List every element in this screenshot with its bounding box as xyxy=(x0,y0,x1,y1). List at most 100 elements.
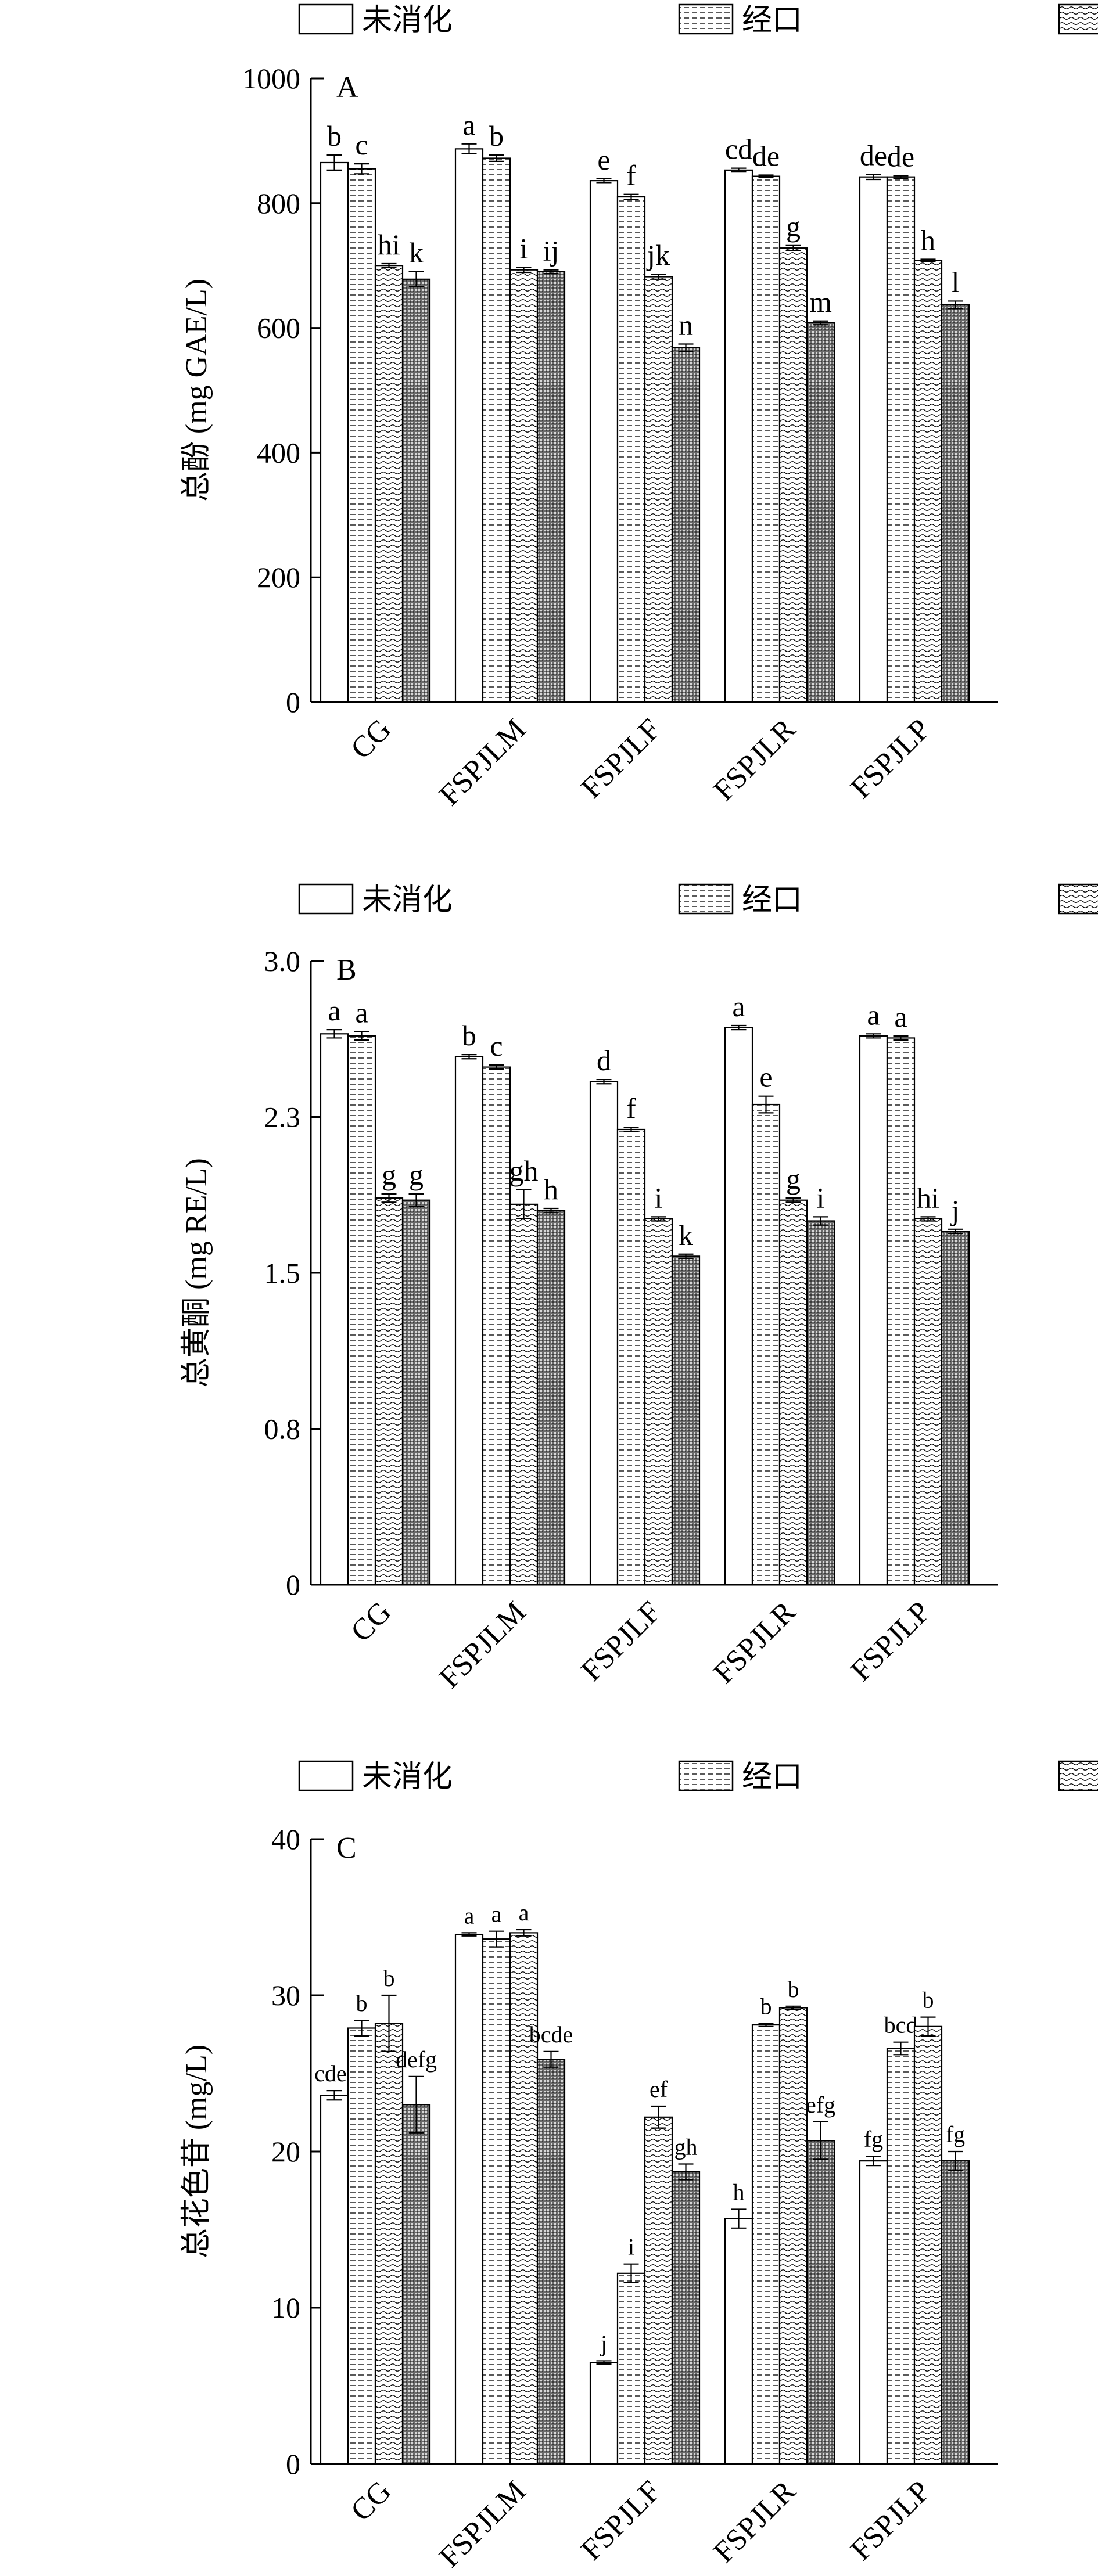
significance-letter: cd xyxy=(725,133,752,166)
significance-letter: g xyxy=(786,1163,801,1195)
significance-letter: b xyxy=(489,120,504,152)
significance-letter: n xyxy=(679,309,693,341)
significance-letter: fg xyxy=(864,2126,883,2152)
panel-letter: C xyxy=(336,1832,357,1865)
y-axis-label: 总酚 (mg GAE/L) xyxy=(180,279,213,502)
legend-swatch-1 xyxy=(678,3,734,35)
bar-未消化 xyxy=(589,180,619,703)
significance-letter: jk xyxy=(646,239,670,271)
y-tick-label: 600 xyxy=(257,312,300,344)
significance-letter: e xyxy=(759,1061,772,1093)
legend-swatch-1 xyxy=(678,883,734,915)
bar-经口 xyxy=(616,2272,646,2465)
significance-letter: a xyxy=(464,1902,475,1929)
y-tick-label: 30 xyxy=(271,1979,300,2012)
significance-letter: j xyxy=(950,1194,960,1226)
bar-经胃 xyxy=(778,1199,808,1586)
bar-经胃 xyxy=(374,265,404,703)
significance-letter: efg xyxy=(806,2092,835,2118)
significance-letter: c xyxy=(490,1030,503,1062)
significance-letter: bcd xyxy=(884,2012,918,2038)
significance-letter: b xyxy=(923,1987,934,2013)
bar-未消化 xyxy=(724,1027,753,1586)
x-tick-label: FSPJLM xyxy=(433,2474,532,2574)
legend-label-0: 未消化 xyxy=(362,1761,453,1794)
y-tick-label: 0 xyxy=(286,686,300,718)
significance-letter: defg xyxy=(396,2046,437,2073)
significance-letter: b xyxy=(327,120,342,152)
significance-letter: ef xyxy=(650,2076,668,2102)
significance-letter: l xyxy=(952,265,960,298)
x-tick-label: CG xyxy=(345,713,397,765)
significance-letter: i xyxy=(520,232,528,264)
bar-经口 xyxy=(886,1037,916,1586)
significance-letter: hi xyxy=(917,1181,939,1214)
x-tick-label: FSPJLR xyxy=(708,1595,802,1690)
x-tick-label: FSPJLF xyxy=(575,713,668,805)
bar-经胃 xyxy=(644,2116,673,2465)
significance-letter: de xyxy=(752,139,780,172)
significance-letter: h xyxy=(544,1173,558,1206)
bar-经肠 xyxy=(401,278,431,703)
bar-经肠 xyxy=(806,322,835,703)
significance-letter: a xyxy=(519,1899,529,1926)
bar-经口 xyxy=(616,1128,646,1586)
significance-letter: g xyxy=(786,210,801,243)
significance-letter: i xyxy=(628,2234,634,2260)
significance-letter: de xyxy=(887,141,914,173)
bar-经口 xyxy=(347,1035,376,1586)
x-tick-label: FSPJLR xyxy=(708,713,802,807)
x-tick-label: FSPJLP xyxy=(845,1595,937,1688)
bar-经口 xyxy=(751,2024,781,2465)
y-axis-label: 总黄酮 (mg RE/L) xyxy=(180,1158,213,1388)
legend-label-0: 未消化 xyxy=(362,884,453,917)
bar-未消化 xyxy=(724,2218,753,2465)
legend-label-1: 经口 xyxy=(742,884,802,917)
significance-letter: b xyxy=(462,1019,476,1052)
legend-swatch-2 xyxy=(1058,3,1098,35)
legend-label-0: 未消化 xyxy=(362,4,453,37)
bar-未消化 xyxy=(320,161,349,703)
legend-swatch-0 xyxy=(298,1760,354,1791)
bar-未消化 xyxy=(454,148,484,703)
bar-未消化 xyxy=(724,169,753,703)
bar-经胃 xyxy=(509,1203,539,1586)
bar-未消化 xyxy=(320,2095,349,2465)
bar-经口 xyxy=(616,196,646,703)
significance-letter: h xyxy=(733,2179,745,2206)
bar-经肠 xyxy=(806,1220,835,1586)
bar-经口 xyxy=(886,176,916,703)
panel-letter: B xyxy=(336,954,357,987)
bar-经口 xyxy=(347,168,376,703)
bar-未消化 xyxy=(589,2362,619,2465)
y-tick-label: 2.3 xyxy=(264,1101,301,1134)
bar-经胃 xyxy=(913,260,943,703)
significance-letter: gh xyxy=(674,2134,698,2160)
bar-经胃 xyxy=(778,2007,808,2465)
y-tick-label: 40 xyxy=(271,1823,300,1855)
significance-letter: g xyxy=(409,1159,424,1191)
y-tick-label: 1.5 xyxy=(264,1257,301,1289)
significance-letter: b xyxy=(356,1990,368,2016)
bar-经肠 xyxy=(941,1231,970,1586)
bar-经胃 xyxy=(778,247,808,703)
legend-label-1: 经口 xyxy=(742,1761,802,1794)
chart-panel-A: 未消化经口经胃经肠A02004006008001000总酚 (mg GAE/L)… xyxy=(180,3,1098,812)
x-tick-label: FSPJLM xyxy=(433,713,532,812)
bar-经肠 xyxy=(536,1210,566,1586)
legend-label-1: 经口 xyxy=(742,4,802,37)
legend-swatch-1 xyxy=(678,1760,734,1791)
x-tick-label: FSPJLM xyxy=(433,1595,532,1694)
significance-letter: fg xyxy=(946,2121,965,2147)
x-tick-label: FSPJLR xyxy=(708,2474,802,2569)
significance-letter: j xyxy=(600,2330,607,2356)
significance-letter: i xyxy=(817,1181,825,1214)
bar-经口 xyxy=(751,175,781,703)
bar-未消化 xyxy=(454,1933,484,2465)
significance-letter: de xyxy=(860,139,887,171)
x-tick-label: FSPJLF xyxy=(575,2474,668,2567)
bar-经口 xyxy=(347,2027,376,2465)
significance-letter: k xyxy=(679,1219,693,1251)
